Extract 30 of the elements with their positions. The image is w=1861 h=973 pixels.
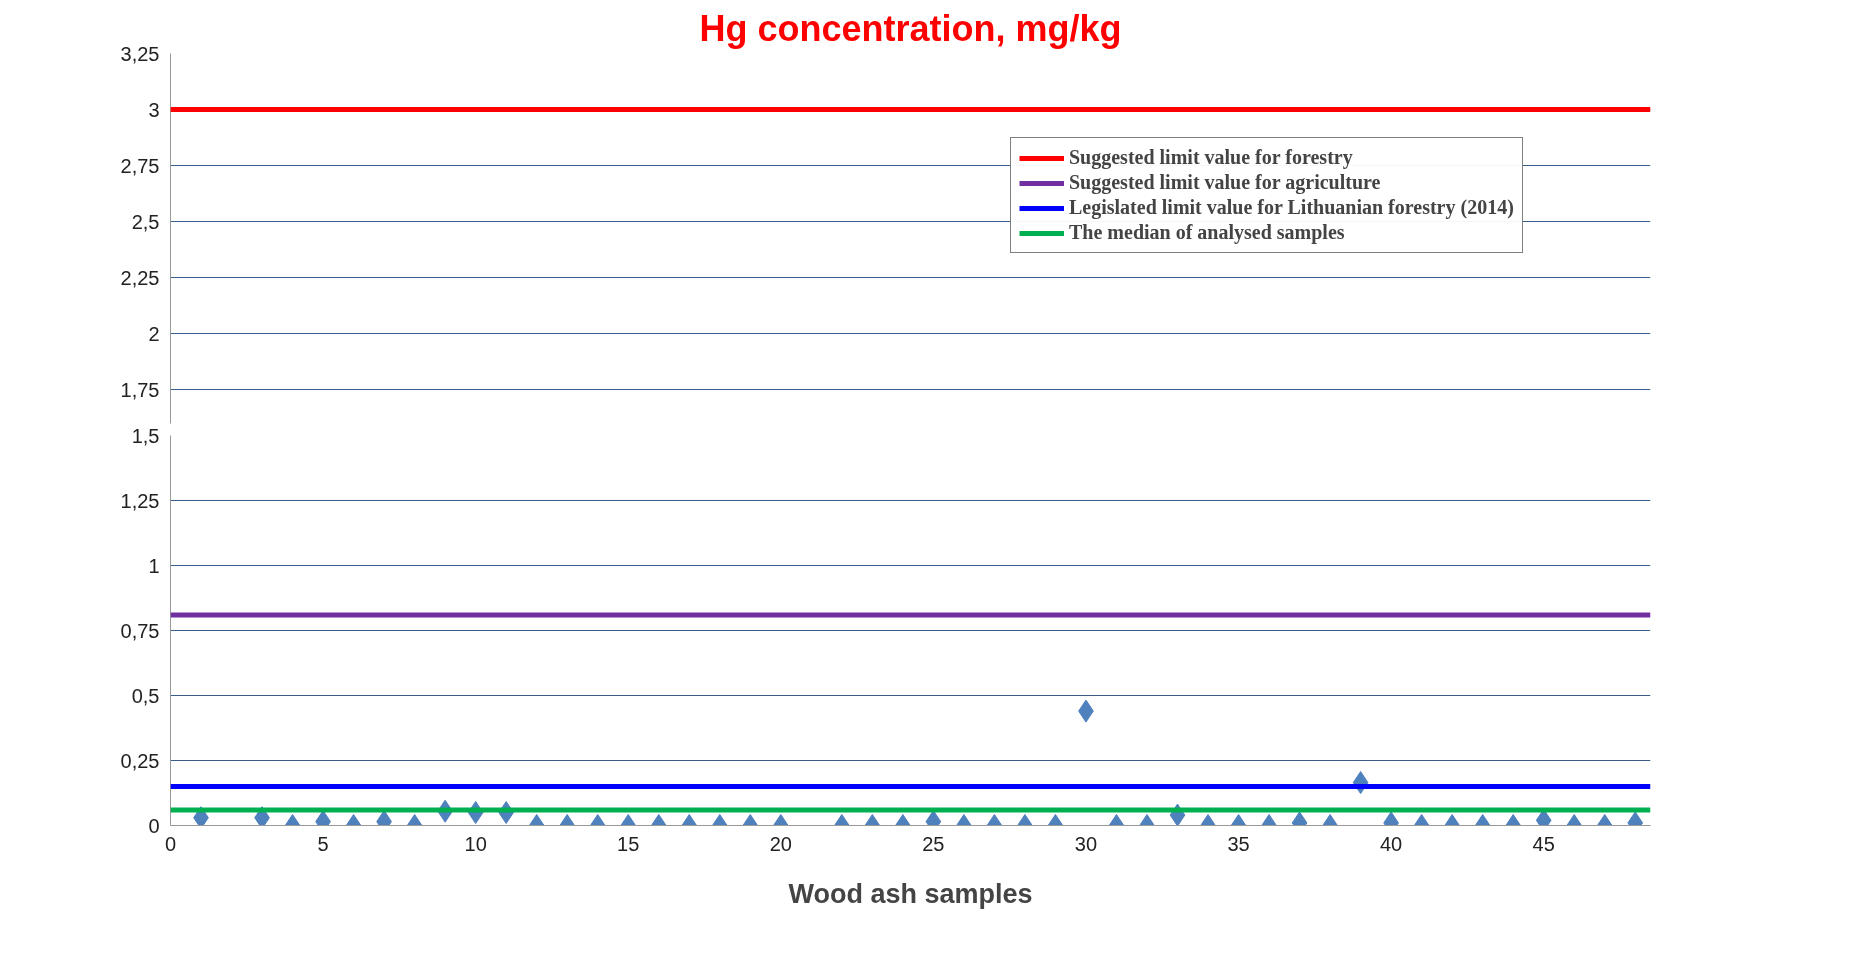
legend-label: Suggested limit value for agriculture [1069,171,1381,194]
x-tick-label: 40 [1380,832,1403,855]
x-tick-label: 25 [922,832,945,855]
y-tick-label: 0 [148,814,160,837]
x-tick-label: 10 [464,832,487,855]
y-tick-label: 1,75 [120,378,160,401]
chart-title: Hg concentration, mg/kg [699,7,1122,49]
x-tick-label: 5 [317,832,329,855]
y-tick-label: 1,25 [120,489,160,512]
y-tick-label: 1,5 [131,424,160,447]
x-tick-label: 30 [1074,832,1098,855]
legend-label: The median of analysed samples [1069,221,1345,244]
y-tick-label: 1 [148,554,160,577]
y-tick-label: 2 [148,322,160,345]
legend-label: Legislated limit value for Lithuanian forestry (2014) [1069,196,1514,219]
x-tick-label: 45 [1532,832,1555,855]
y-tick-label: 2,25 [120,266,160,289]
x-tick-label: 0 [164,832,177,855]
y-tick-label: 2,5 [131,210,160,233]
y-tick-label: 0,5 [131,684,160,707]
x-tick-label: 35 [1227,832,1250,855]
y-tick-label: 0,75 [120,619,160,642]
y-tick-label: 3,25 [120,42,160,65]
legend-label: Suggested limit value for forestry [1069,146,1353,169]
x-tick-label: 15 [617,832,640,855]
y-tick-label: 3 [148,98,160,121]
y-tick-label: 2,75 [120,154,160,177]
y-tick-label: 0,25 [120,749,160,772]
x-axis-title: Wood ash samples [788,878,1033,909]
x-tick-label: 20 [769,832,792,855]
